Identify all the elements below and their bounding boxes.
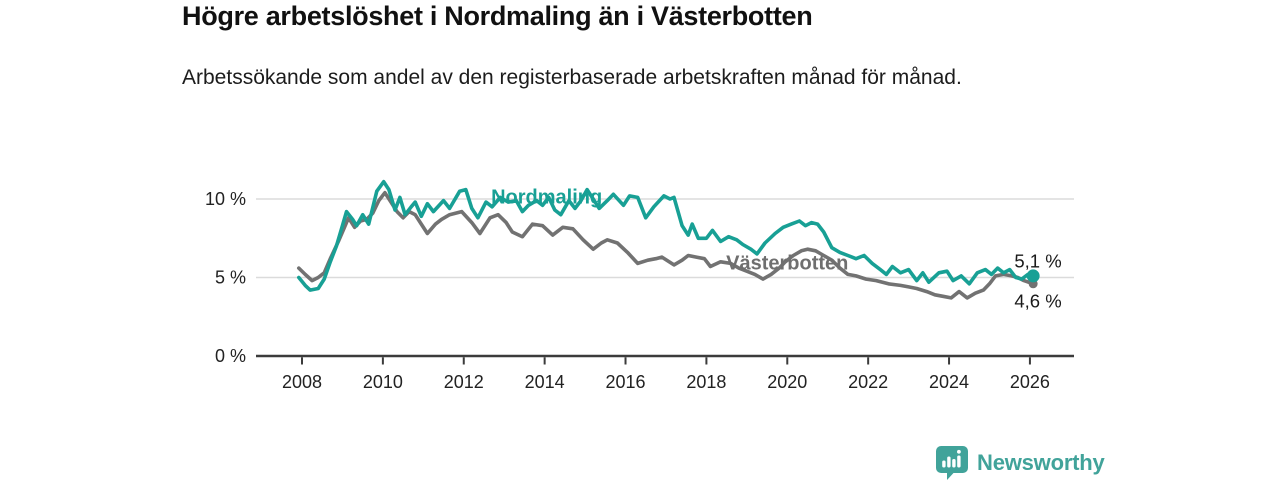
end-value-label-nordmaling: 5,1 %: [1014, 250, 1061, 271]
series-end-dot-nordmaling: [1026, 269, 1040, 283]
x-tick-label: 2018: [686, 372, 726, 392]
series-label-västerbotten: Västerbotten: [726, 253, 848, 275]
x-tick-label: 2016: [605, 372, 645, 392]
x-tick-label: 2024: [929, 372, 969, 392]
y-tick-label: 5 %: [215, 268, 246, 288]
x-tick-label: 2020: [767, 372, 807, 392]
x-tick-label: 2022: [848, 372, 888, 392]
x-tick-label: 2014: [525, 372, 565, 392]
chart-subtitle: Arbetssökande som andel av den registerb…: [182, 66, 962, 89]
series-label-nordmaling: Nordmaling: [491, 187, 602, 209]
series-line-nordmaling: [296, 179, 1035, 292]
y-tick-label: 10 %: [205, 189, 246, 209]
page-title: Högre arbetslöshet i Nordmaling än i Väs…: [182, 1, 813, 31]
newsworthy-wordmark: Newsworthy: [977, 450, 1105, 475]
newsworthy-logo: Newsworthy: [936, 446, 1105, 480]
x-tick-label: 2026: [1010, 372, 1050, 392]
x-tick-label: 2012: [444, 372, 484, 392]
bar-chart-speech-bubble-icon: [936, 446, 968, 480]
y-tick-label: 0 %: [215, 346, 246, 366]
x-tick-label: 2008: [282, 372, 322, 392]
x-tick-label: 2010: [363, 372, 403, 392]
end-value-label-västerbotten: 4,6 %: [1014, 291, 1061, 312]
